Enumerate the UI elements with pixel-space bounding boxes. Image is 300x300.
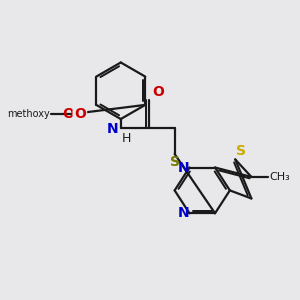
Text: O: O <box>63 106 74 121</box>
Text: S: S <box>169 154 180 169</box>
Text: methoxy: methoxy <box>7 109 50 118</box>
Text: N: N <box>177 206 189 220</box>
Text: N: N <box>177 160 189 175</box>
Text: O: O <box>152 85 164 99</box>
Text: N: N <box>106 122 118 136</box>
Text: H: H <box>121 132 131 145</box>
Text: O: O <box>74 106 86 121</box>
Text: S: S <box>236 144 246 158</box>
Text: CH₃: CH₃ <box>269 172 290 182</box>
